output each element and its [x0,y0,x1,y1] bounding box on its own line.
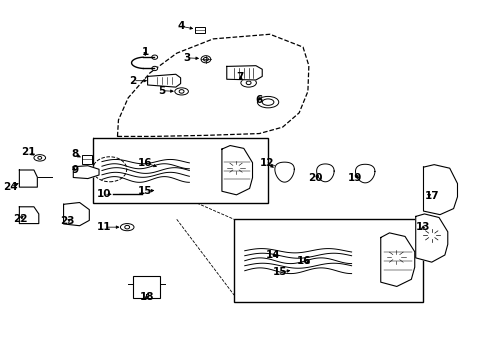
Text: 18: 18 [139,292,154,302]
Text: 4: 4 [178,21,185,31]
Bar [133,276,160,298]
Circle shape [151,66,157,71]
Text: 19: 19 [347,173,362,183]
Polygon shape [20,207,39,224]
Text: 23: 23 [60,216,75,226]
Polygon shape [20,170,37,187]
Text: 7: 7 [236,72,243,82]
Text: 6: 6 [255,95,263,105]
Text: 17: 17 [424,191,438,201]
Circle shape [151,78,159,84]
Text: 13: 13 [415,222,430,232]
Text: 8: 8 [71,149,78,159]
Polygon shape [355,164,374,183]
Text: 22: 22 [13,213,27,224]
Text: 3: 3 [183,53,190,63]
Polygon shape [63,203,89,226]
Text: 15: 15 [138,186,152,197]
Text: 12: 12 [259,158,273,168]
Bar [234,219,423,302]
Text: 5: 5 [158,86,165,96]
Circle shape [151,55,157,59]
Polygon shape [415,214,447,262]
Bar [93,138,267,203]
Polygon shape [316,164,333,182]
Text: 11: 11 [97,222,111,232]
Text: 21: 21 [21,147,36,157]
Text: 9: 9 [71,165,78,175]
Polygon shape [274,162,294,182]
Circle shape [72,213,77,217]
Text: 24: 24 [3,182,18,192]
Text: 20: 20 [307,173,322,183]
Text: 15: 15 [272,267,286,277]
Text: 2: 2 [129,76,136,86]
Text: 14: 14 [265,250,280,260]
Polygon shape [147,74,180,87]
Text: 16: 16 [138,158,152,168]
Polygon shape [222,145,252,195]
Polygon shape [423,165,457,215]
Text: 16: 16 [296,256,311,266]
Polygon shape [226,66,262,80]
Polygon shape [73,166,99,179]
Polygon shape [380,233,414,287]
Text: 10: 10 [97,189,111,199]
Text: 1: 1 [141,47,148,57]
